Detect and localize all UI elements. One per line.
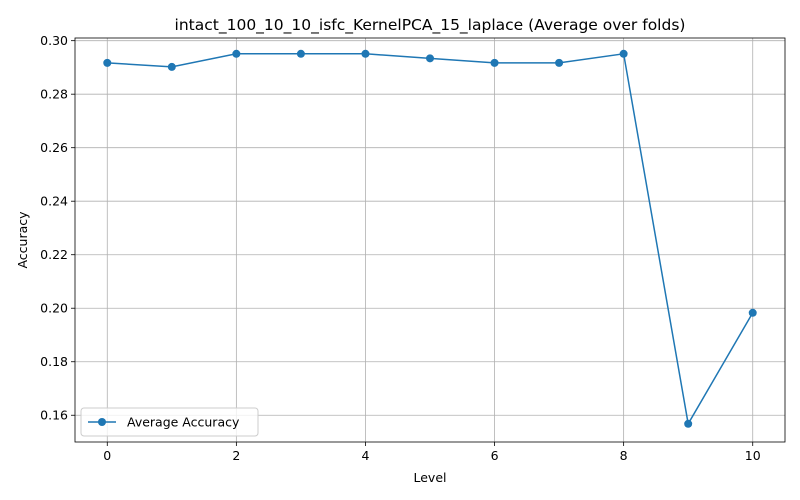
legend-marker-swatch bbox=[98, 418, 106, 426]
axis-ticks: 0 2 4 6 8 10 0.16 0.18 0.20 0.22 0.24 0.26 0.28 0.30 bbox=[40, 33, 761, 463]
y-tick-label: 0.26 bbox=[40, 140, 68, 155]
y-tick-label: 0.30 bbox=[40, 33, 68, 48]
y-tick-label: 0.18 bbox=[40, 354, 68, 369]
y-tick-label: 0.22 bbox=[40, 247, 68, 262]
plot-area-frame bbox=[74, 37, 786, 443]
x-tick-label: 8 bbox=[620, 448, 628, 463]
x-tick-label: 10 bbox=[745, 448, 761, 463]
grid bbox=[75, 38, 785, 442]
data-point bbox=[748, 308, 757, 317]
x-axis-label: Level bbox=[414, 470, 447, 485]
x-tick-label: 2 bbox=[232, 448, 240, 463]
data-point bbox=[426, 54, 434, 63]
chart-title: intact_100_10_10_isfc_KernelPCA_15_lapla… bbox=[175, 16, 686, 35]
data-point bbox=[232, 49, 241, 58]
data-point bbox=[167, 62, 176, 71]
data-point bbox=[619, 49, 628, 58]
y-tick-label: 0.16 bbox=[40, 408, 68, 423]
y-tick-label: 0.24 bbox=[40, 194, 68, 209]
y-tick-label: 0.28 bbox=[40, 87, 68, 102]
legend-label: Average Accuracy bbox=[127, 415, 240, 430]
data-point bbox=[103, 58, 112, 67]
y-tick-label: 0.20 bbox=[40, 301, 68, 316]
x-tick-label: 4 bbox=[361, 448, 369, 463]
y-axis-label: Accuracy bbox=[15, 211, 30, 269]
series-layer bbox=[103, 49, 757, 428]
data-point bbox=[684, 419, 693, 428]
legend: Average Accuracy bbox=[80, 407, 259, 437]
data-point bbox=[555, 58, 564, 67]
data-point bbox=[361, 49, 370, 58]
data-point bbox=[296, 49, 305, 58]
x-tick-label: 6 bbox=[491, 448, 499, 463]
legend-box bbox=[80, 407, 259, 437]
x-tick-label: 0 bbox=[103, 448, 111, 463]
data-point bbox=[490, 58, 499, 67]
